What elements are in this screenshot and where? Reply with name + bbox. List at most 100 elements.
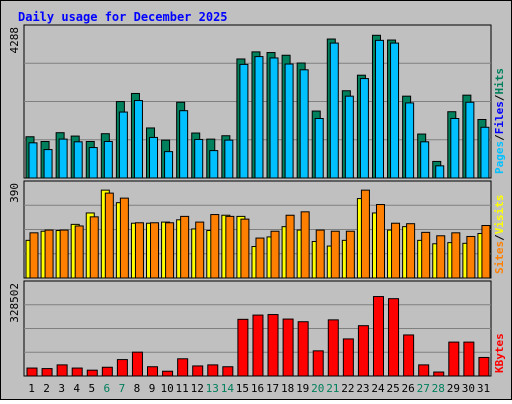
x-tick-label: 16 xyxy=(251,382,264,395)
x-tick-label: 26 xyxy=(402,382,415,395)
bar-sites xyxy=(270,230,280,279)
bar-kbytes xyxy=(282,318,294,377)
legend-sites-visits-part: Sites xyxy=(493,241,506,274)
legend-sites-visits-part: Visits xyxy=(493,195,506,235)
bar-kbytes xyxy=(101,366,113,377)
bar-kbytes xyxy=(56,364,68,377)
bar-kbytes xyxy=(342,338,354,377)
x-tick-label: 29 xyxy=(447,382,460,395)
bar-sites xyxy=(300,211,310,279)
x-tick-label: 9 xyxy=(149,382,156,395)
bar-pages xyxy=(480,126,490,179)
bar-sites xyxy=(74,225,84,279)
bar-kbytes xyxy=(388,298,400,377)
bar-sites xyxy=(406,223,416,279)
bar-sites xyxy=(466,235,476,279)
bar-sites xyxy=(240,218,250,279)
legend-sites-visits-part: / xyxy=(493,234,506,241)
bar-pages xyxy=(103,140,113,179)
legend-kbytes-part: KBytes xyxy=(493,333,506,373)
x-tick-label: 30 xyxy=(462,382,475,395)
bar-sites xyxy=(255,237,265,279)
bar-sites xyxy=(315,229,325,279)
legend-hits-files-pages-part: / xyxy=(493,134,506,141)
bar-kbytes xyxy=(26,367,38,377)
x-tick-label: 7 xyxy=(119,382,126,395)
bar-sites xyxy=(44,229,54,279)
bar-kbytes xyxy=(252,314,264,377)
bar-pages xyxy=(88,147,98,179)
bar-pages xyxy=(284,63,294,179)
bar-pages xyxy=(149,136,159,179)
bar-pages xyxy=(420,141,430,179)
x-tick-label: 15 xyxy=(236,382,249,395)
y-max-label: 390 xyxy=(8,183,21,203)
bar-pages xyxy=(450,117,460,179)
bar-sites xyxy=(345,230,355,279)
bar-sites xyxy=(134,222,144,279)
bar-sites xyxy=(119,197,129,279)
bar-kbytes xyxy=(131,351,143,377)
bar-kbytes xyxy=(327,319,339,377)
legend-hits-files-pages-part: Pages xyxy=(493,141,506,174)
bar-kbytes xyxy=(147,366,159,377)
bar-sites xyxy=(89,216,99,279)
bar-pages xyxy=(164,151,174,179)
bar-sites xyxy=(29,232,39,279)
chart-title: Daily usage for December 2025 xyxy=(18,10,228,24)
bar-kbytes xyxy=(297,321,309,377)
bar-kbytes xyxy=(448,341,460,377)
bar-pages xyxy=(239,63,249,179)
x-tick-label: 24 xyxy=(371,382,385,395)
bar-pages xyxy=(269,57,279,179)
bar-sites xyxy=(451,232,461,279)
x-tick-label: 28 xyxy=(432,382,445,395)
x-tick-label: 27 xyxy=(417,382,430,395)
bar-pages xyxy=(299,69,309,179)
x-tick-label: 31 xyxy=(477,382,490,395)
bar-pages xyxy=(224,139,234,179)
legend-hits-files-pages-part: Hits xyxy=(493,68,506,95)
x-tick-label: 18 xyxy=(281,382,294,395)
bar-kbytes xyxy=(41,368,53,377)
bar-sites xyxy=(59,229,69,279)
bar-kbytes xyxy=(237,318,249,377)
x-tick-label: 22 xyxy=(341,382,354,395)
x-tick-label: 25 xyxy=(386,382,399,395)
bar-kbytes xyxy=(312,350,324,377)
x-tick-label: 12 xyxy=(191,382,204,395)
bar-kbytes xyxy=(478,356,490,377)
bar-pages xyxy=(43,149,53,179)
x-tick-label: 17 xyxy=(266,382,279,395)
legend-hits-files-pages-part: Files xyxy=(493,101,506,134)
bar-sites xyxy=(421,231,431,279)
bar-sites xyxy=(225,215,235,279)
bar-pages xyxy=(465,101,475,179)
x-tick-label: 19 xyxy=(296,382,309,395)
x-tick-label: 5 xyxy=(88,382,95,395)
bar-kbytes xyxy=(222,366,234,377)
bar-sites xyxy=(330,230,340,279)
bar-kbytes xyxy=(116,359,128,377)
bar-sites xyxy=(360,189,370,279)
bar-sites xyxy=(150,222,160,279)
x-tick-label: 3 xyxy=(58,382,65,395)
x-tick-label: 6 xyxy=(104,382,111,395)
x-tick-label: 23 xyxy=(356,382,369,395)
bar-pages xyxy=(374,39,384,179)
bar-kbytes xyxy=(207,364,219,377)
bar-sites xyxy=(391,222,401,279)
y-max-label: 328502 xyxy=(8,283,21,323)
bar-kbytes xyxy=(403,334,415,377)
x-tick-label: 21 xyxy=(326,382,339,395)
x-tick-label: 13 xyxy=(206,382,219,395)
bar-kbytes xyxy=(357,325,369,377)
bar-kbytes xyxy=(372,296,384,377)
bar-kbytes xyxy=(418,364,430,377)
bar-sites xyxy=(180,215,190,279)
bar-kbytes xyxy=(86,369,98,377)
bar-pages xyxy=(118,111,128,179)
bar-kbytes xyxy=(463,341,475,377)
